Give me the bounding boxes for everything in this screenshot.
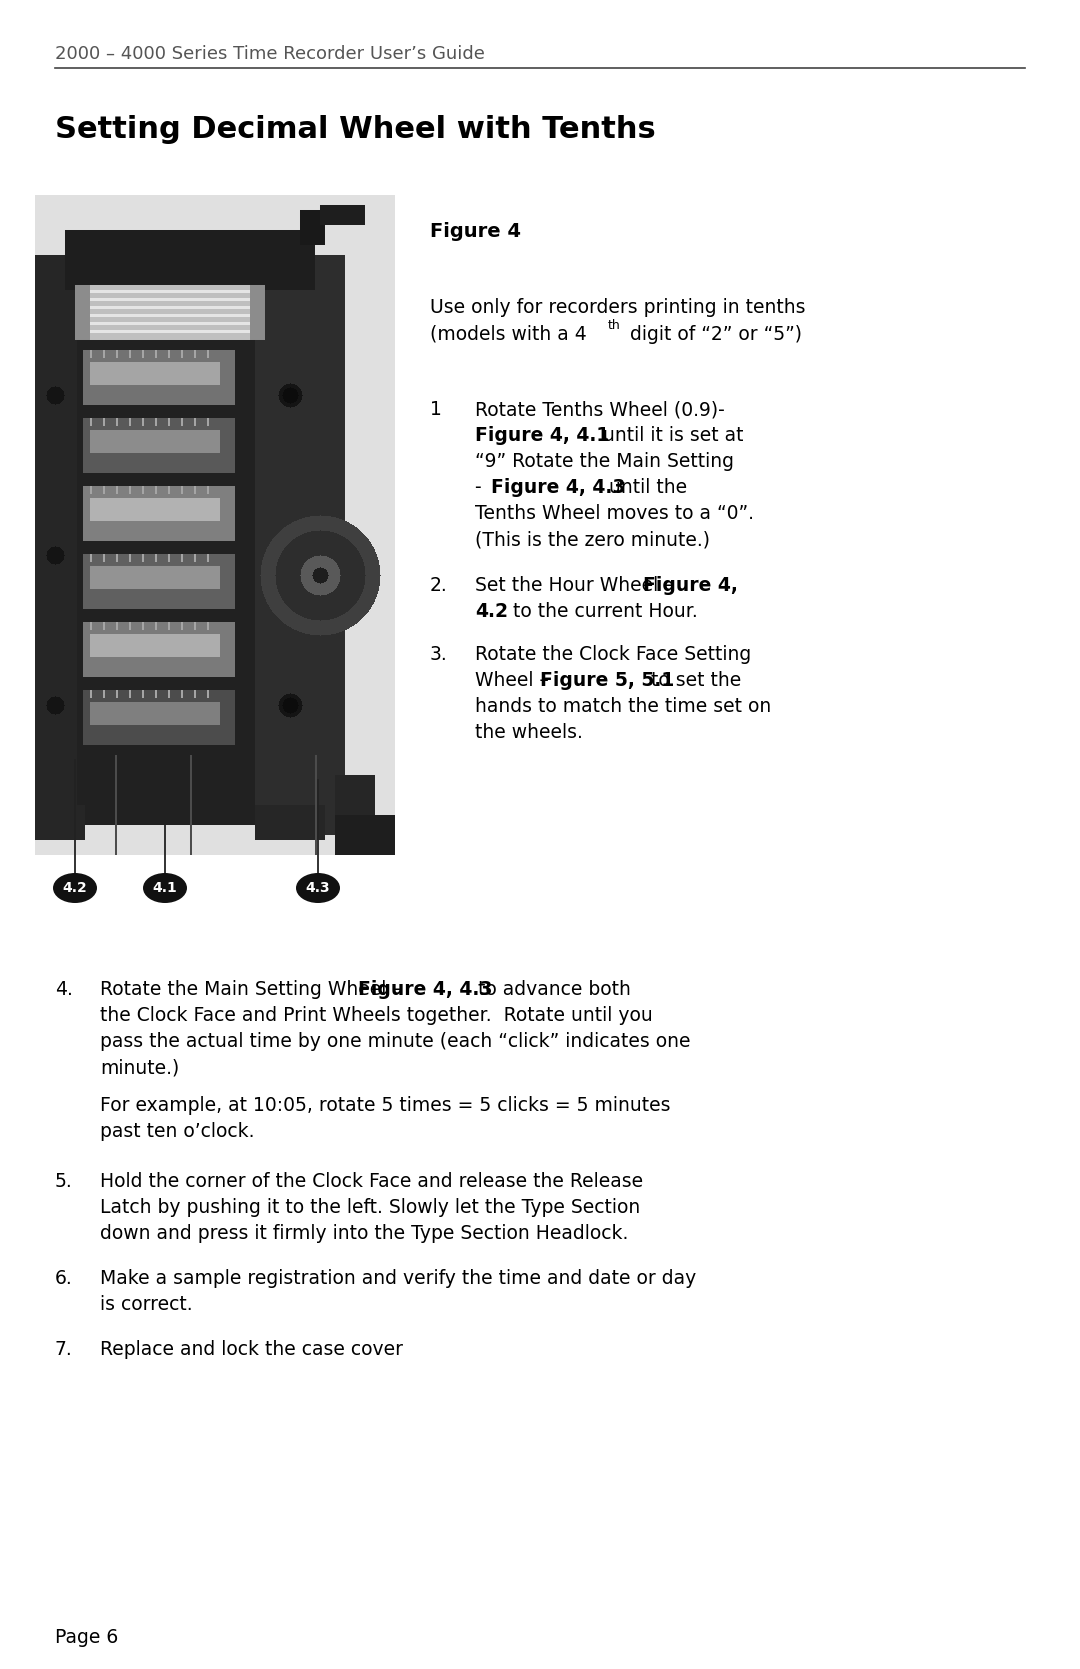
- Text: -: -: [475, 477, 488, 497]
- Text: minute.): minute.): [100, 1058, 179, 1077]
- Text: Rotate the Clock Face Setting: Rotate the Clock Face Setting: [475, 644, 752, 664]
- Text: Tenths Wheel moves to a “0”.: Tenths Wheel moves to a “0”.: [475, 504, 754, 522]
- Text: hands to match the time set on: hands to match the time set on: [475, 698, 771, 716]
- Text: down and press it firmly into the Type Section Headlock.: down and press it firmly into the Type S…: [100, 1223, 629, 1243]
- Text: “9” Rotate the Main Setting: “9” Rotate the Main Setting: [475, 452, 734, 471]
- Text: 5.: 5.: [55, 1172, 72, 1192]
- Text: Rotate Tenths Wheel (0.9)-: Rotate Tenths Wheel (0.9)-: [475, 401, 725, 419]
- Text: Figure 4, 4.3: Figure 4, 4.3: [357, 980, 492, 1000]
- Text: For example, at 10:05, rotate 5 times = 5 clicks = 5 minutes: For example, at 10:05, rotate 5 times = …: [100, 1097, 671, 1115]
- Text: Rotate the Main Setting Wheel –: Rotate the Main Setting Wheel –: [100, 980, 407, 1000]
- Text: 4.: 4.: [55, 980, 72, 1000]
- Text: is correct.: is correct.: [100, 1295, 192, 1314]
- Text: to set the: to set the: [645, 671, 741, 689]
- Text: Use only for recorders printing in tenths: Use only for recorders printing in tenth…: [430, 299, 806, 317]
- Text: Figure 4,: Figure 4,: [643, 576, 738, 596]
- Ellipse shape: [53, 873, 97, 903]
- Text: Replace and lock the case cover: Replace and lock the case cover: [100, 1340, 403, 1359]
- Text: past ten o’clock.: past ten o’clock.: [100, 1122, 255, 1142]
- Text: Figure 5, 5.1: Figure 5, 5.1: [540, 671, 674, 689]
- Text: 2000 – 4000 Series Time Recorder User’s Guide: 2000 – 4000 Series Time Recorder User’s …: [55, 45, 485, 63]
- Text: Figure 4: Figure 4: [430, 222, 521, 240]
- Text: 1: 1: [430, 401, 442, 419]
- Text: 4.2: 4.2: [63, 881, 87, 895]
- Text: 4.2: 4.2: [475, 603, 508, 621]
- Text: th: th: [608, 319, 621, 332]
- Text: Page 6: Page 6: [55, 1627, 118, 1647]
- Ellipse shape: [296, 873, 340, 903]
- Text: Setting Decimal Wheel with Tenths: Setting Decimal Wheel with Tenths: [55, 115, 656, 144]
- Text: 4.3: 4.3: [306, 881, 330, 895]
- Text: Figure 4, 4.1: Figure 4, 4.1: [475, 426, 609, 446]
- Text: the Clock Face and Print Wheels together.  Rotate until you: the Clock Face and Print Wheels together…: [100, 1006, 652, 1025]
- Text: to the current Hour.: to the current Hour.: [507, 603, 698, 621]
- Text: 3.: 3.: [430, 644, 448, 664]
- Text: 6.: 6.: [55, 1268, 72, 1288]
- Text: (This is the zero minute.): (This is the zero minute.): [475, 531, 710, 549]
- Text: pass the actual time by one minute (each “click” indicates one: pass the actual time by one minute (each…: [100, 1031, 690, 1051]
- Text: until it is set at: until it is set at: [597, 426, 743, 446]
- Text: Latch by pushing it to the left. Slowly let the Type Section: Latch by pushing it to the left. Slowly …: [100, 1198, 640, 1217]
- Text: digit of “2” or “5”): digit of “2” or “5”): [624, 325, 802, 344]
- Text: to advance both: to advance both: [472, 980, 631, 1000]
- Text: Hold the corner of the Clock Face and release the Release: Hold the corner of the Clock Face and re…: [100, 1172, 643, 1192]
- Text: until the: until the: [603, 477, 687, 497]
- Text: Figure 4, 4.3: Figure 4, 4.3: [491, 477, 625, 497]
- Text: 4.1: 4.1: [152, 881, 177, 895]
- Text: (models with a 4: (models with a 4: [430, 325, 586, 344]
- Text: Set the Hour Wheel –: Set the Hour Wheel –: [475, 576, 679, 596]
- Text: Make a sample registration and verify the time and date or day: Make a sample registration and verify th…: [100, 1268, 697, 1288]
- Text: 7.: 7.: [55, 1340, 72, 1359]
- Ellipse shape: [143, 873, 187, 903]
- Text: 2.: 2.: [430, 576, 448, 596]
- Text: the wheels.: the wheels.: [475, 723, 583, 743]
- Text: Wheel –: Wheel –: [475, 671, 555, 689]
